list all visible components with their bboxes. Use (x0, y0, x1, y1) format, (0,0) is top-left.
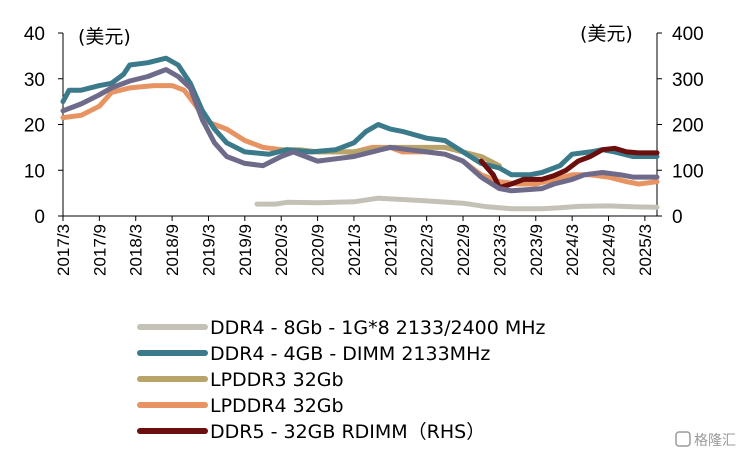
x-tick-label: 2024/9 (600, 224, 619, 276)
legend: DDR4 - 8Gb - 1G*8 2133/2400 MHz DDR4 - 4G… (137, 317, 546, 443)
x-tick-label: 2025/3 (636, 224, 655, 276)
legend-label: DDR5 - 32GB RDIMM（RHS） (210, 421, 485, 443)
watermark: 格隆汇 (675, 431, 736, 449)
y-right-tick-label: 200 (672, 116, 704, 137)
x-tick-label: 2022/9 (454, 224, 473, 276)
x-tick-label: 2023/9 (527, 224, 546, 276)
series-line-0 (254, 195, 660, 212)
legend-label: LPDDR4 32Gb (210, 395, 344, 417)
series-layer (60, 55, 660, 212)
y-left-tick-label: 40 (24, 24, 45, 45)
x-tick-label: 2018/9 (163, 224, 182, 276)
series-line-5 (60, 67, 660, 194)
right-unit-label: (美元) (580, 23, 633, 45)
y-right-tick-label: 0 (672, 207, 683, 228)
watermark-logo-icon (675, 431, 691, 447)
legend-label: LPDDR3 32Gb (210, 369, 344, 391)
x-tick-label: 2019/3 (199, 224, 218, 276)
x-tick-label: 2017/3 (54, 224, 73, 276)
y-left-tick-label: 20 (24, 116, 45, 137)
legend-label: DDR4 - 4GB - DIMM 2133MHz (210, 343, 490, 365)
x-tick-label: 2022/3 (418, 224, 437, 276)
x-tick-label: 2020/3 (272, 224, 291, 276)
x-tick-label: 2020/9 (309, 224, 328, 276)
y-left-tick-label: 30 (24, 70, 45, 91)
x-tick-label: 2019/9 (236, 224, 255, 276)
x-tick-label: 2024/3 (563, 224, 582, 276)
x-tick-label: 2021/9 (381, 224, 400, 276)
y-left-tick-label: 0 (34, 207, 45, 228)
x-tick-label: 2021/3 (345, 224, 364, 276)
x-tick-label: 2023/3 (490, 224, 509, 276)
y-right-tick-label: 100 (672, 161, 704, 182)
x-tick-label: 2017/9 (90, 224, 109, 276)
left-unit-label: (美元) (78, 26, 131, 48)
series-line-1 (60, 55, 660, 178)
watermark-text: 格隆汇 (694, 433, 736, 449)
y-left-tick-label: 10 (24, 161, 45, 182)
y-right-tick-label: 400 (672, 24, 704, 45)
y-right-tick-label: 300 (672, 70, 704, 91)
legend-label: DDR4 - 8Gb - 1G*8 2133/2400 MHz (210, 317, 546, 339)
series-line-4 (478, 145, 660, 191)
x-tick-label: 2018/3 (127, 224, 146, 276)
